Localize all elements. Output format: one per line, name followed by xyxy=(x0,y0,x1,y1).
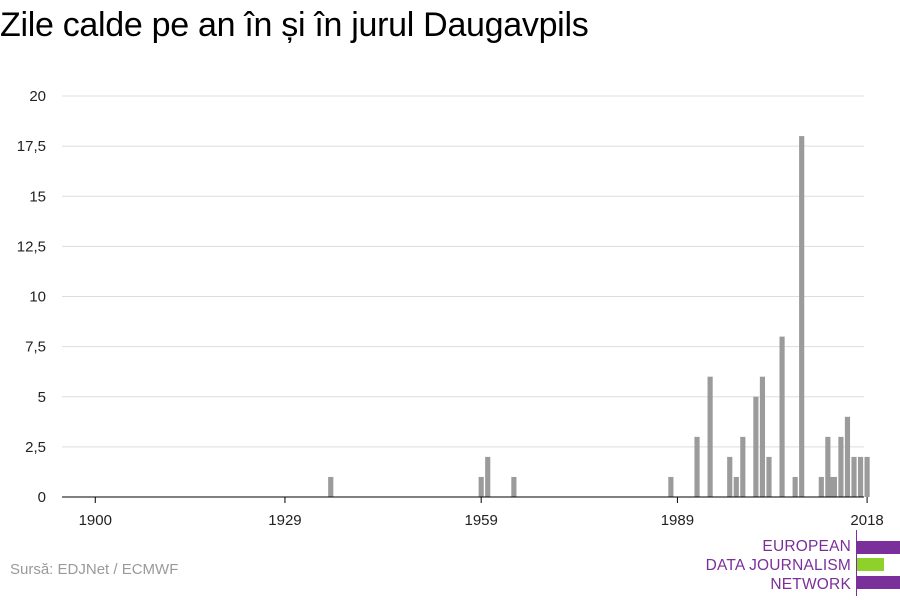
y-tick-label: 10 xyxy=(29,289,46,306)
x-tick-label: 1959 xyxy=(464,512,497,529)
x-axis xyxy=(62,496,868,503)
chart-title: Zile calde pe an în și în jurul Daugavpi… xyxy=(0,6,589,44)
bar xyxy=(740,436,746,497)
bar xyxy=(857,456,864,497)
x-tick-label: 1929 xyxy=(268,512,301,529)
bar xyxy=(511,476,517,497)
bar xyxy=(694,436,700,497)
y-tick-label: 17,5 xyxy=(17,138,46,155)
bar xyxy=(733,476,739,497)
y-tick-label: 2,5 xyxy=(25,439,46,456)
y-tick-label: 5 xyxy=(38,389,46,406)
bar xyxy=(766,456,772,497)
bar-chart: 0 2,5 5 7,5 10 12,5 15 17,5 20 1900 1929 1959 1989 2… xyxy=(17,88,884,529)
source-note: Sursă: EDJNet / ECMWF xyxy=(10,561,179,578)
bar xyxy=(864,456,870,497)
y-tick-label: 0 xyxy=(38,489,46,506)
bar xyxy=(792,476,798,497)
y-tick-label: 12,5 xyxy=(17,238,46,255)
x-tick-label: 2018 xyxy=(850,512,883,529)
logo-bar-purple-bottom xyxy=(857,576,900,589)
bars xyxy=(328,136,870,497)
logo-divider xyxy=(856,530,857,596)
bar xyxy=(668,476,674,497)
x-tick-label: 1989 xyxy=(661,512,694,529)
x-tick-label: 1900 xyxy=(79,512,112,529)
bar xyxy=(759,376,766,497)
bar xyxy=(478,476,484,497)
logo-bar-green xyxy=(857,558,884,571)
y-tick-label: 15 xyxy=(29,188,46,205)
bar xyxy=(485,456,491,497)
bar xyxy=(831,476,837,497)
logo-line-3: NETWORK xyxy=(770,576,851,593)
edjnet-logo: EUROPEAN DATA JOURNALISM NETWORK xyxy=(700,530,900,596)
bar xyxy=(825,436,831,497)
bar xyxy=(779,336,785,497)
bar xyxy=(799,136,805,497)
logo-bar-purple-top xyxy=(857,541,900,554)
bar xyxy=(844,416,851,497)
x-axis-labels: 1900 1929 1959 1989 2018 xyxy=(79,512,884,529)
logo-line-1: EUROPEAN xyxy=(762,538,851,555)
y-tick-label: 20 xyxy=(29,88,46,105)
bar xyxy=(753,396,759,497)
y-tick-label: 7,5 xyxy=(25,339,46,356)
bar xyxy=(838,436,844,497)
bar xyxy=(851,456,857,497)
y-axis-labels: 0 2,5 5 7,5 10 12,5 15 17,5 20 xyxy=(17,88,46,506)
bar xyxy=(707,376,713,497)
bar xyxy=(828,476,834,497)
bar xyxy=(328,476,334,497)
bar xyxy=(727,456,733,497)
logo-line-2: DATA JOURNALISM xyxy=(705,557,851,574)
bar xyxy=(818,476,824,497)
gridlines xyxy=(62,95,864,448)
